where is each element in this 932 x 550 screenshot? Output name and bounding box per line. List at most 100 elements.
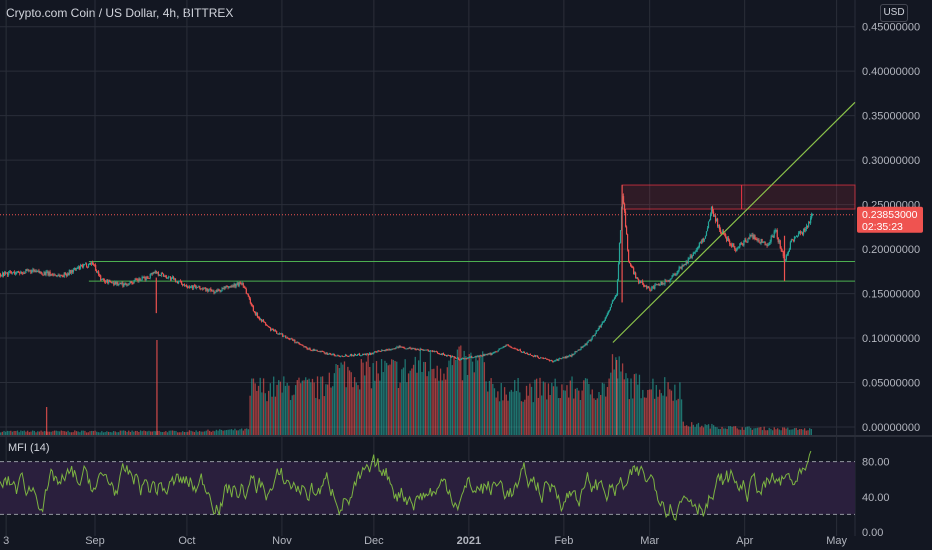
volume-bar	[11, 431, 14, 435]
candle-body	[102, 279, 104, 280]
candle-body	[472, 357, 474, 359]
volume-bar	[746, 426, 748, 435]
volume-bar	[645, 397, 647, 435]
volume-bar	[615, 357, 617, 435]
candle-body	[298, 342, 300, 344]
candle-body	[320, 351, 322, 353]
time-tick-label: Feb	[554, 535, 573, 547]
candle-body	[790, 239, 793, 243]
candle-body	[456, 357, 458, 359]
volume-bar	[711, 423, 713, 435]
volume-bar	[26, 430, 29, 435]
volume-bar	[439, 368, 442, 435]
candle-body	[364, 354, 366, 355]
candle-body	[640, 281, 642, 283]
candle-body	[67, 273, 69, 275]
candle-body	[450, 355, 452, 358]
candle-body	[433, 350, 436, 352]
candle-body	[488, 353, 490, 355]
currency-button[interactable]: USD	[880, 4, 908, 22]
volume-bar	[616, 378, 619, 435]
candle-body	[421, 349, 423, 351]
volume-bar	[723, 428, 725, 435]
candle-body	[403, 347, 405, 349]
candle-body	[722, 231, 724, 233]
candle-body	[79, 264, 82, 269]
volume-bar	[736, 428, 738, 435]
volume-bar	[175, 430, 177, 435]
candle-body	[192, 286, 194, 289]
candle-body	[549, 359, 551, 362]
candle-body	[169, 276, 172, 280]
candle-body	[471, 356, 473, 358]
candle-body	[378, 350, 380, 352]
volume-bar	[264, 393, 266, 435]
volume-bar	[529, 383, 531, 435]
candle-body	[696, 247, 698, 251]
candle-body	[438, 353, 441, 355]
volume-bar	[60, 430, 62, 435]
candle-body	[98, 271, 100, 275]
candle-body	[810, 218, 812, 224]
volume-bar	[365, 361, 368, 435]
volume-bar	[229, 429, 231, 435]
volume-bar	[320, 376, 322, 435]
volume-bar	[603, 383, 605, 435]
candle-body	[276, 330, 278, 334]
price-tick-label: 0.35000000	[862, 111, 920, 123]
volume-bar	[170, 430, 172, 435]
volume-bar	[161, 431, 164, 435]
candle-body	[593, 335, 595, 336]
candle-body	[703, 238, 706, 241]
candle-body	[563, 357, 565, 359]
volume-bar	[367, 354, 369, 435]
candle-body	[445, 355, 448, 356]
candle-body	[246, 293, 248, 295]
volume-bar	[247, 429, 250, 435]
volume-bar	[795, 427, 797, 435]
price-tick-label: 0.40000000	[862, 66, 920, 78]
volume-bar	[628, 399, 630, 435]
volume-bar	[766, 430, 769, 435]
candle-body	[386, 349, 388, 351]
volume-bar	[364, 375, 366, 435]
candle-body	[557, 359, 559, 361]
candle-body	[202, 288, 204, 290]
candle-body	[93, 264, 95, 265]
candle-body	[795, 236, 798, 238]
volume-bar	[30, 431, 32, 435]
candle-body	[772, 235, 774, 238]
candle-body	[224, 287, 226, 289]
candle-body	[88, 262, 91, 264]
volume-bar	[697, 422, 700, 435]
candle-body	[338, 355, 340, 357]
volume-bar	[259, 377, 261, 435]
candle-body	[144, 278, 146, 280]
candle-body	[234, 283, 236, 287]
candle-body	[573, 354, 575, 355]
candle-body	[504, 346, 506, 348]
candle-body	[605, 315, 607, 318]
candle-body	[194, 285, 196, 287]
candle-body	[787, 251, 789, 254]
candle-body	[232, 285, 234, 287]
volume-bar	[574, 388, 577, 435]
volume-bar	[505, 394, 507, 435]
candle-body	[475, 356, 477, 358]
candle-body	[85, 263, 88, 267]
candle-body	[493, 352, 495, 354]
volume-bar	[301, 380, 304, 435]
candle-body	[160, 273, 162, 276]
candle-body	[799, 231, 802, 234]
candle-body	[195, 286, 197, 289]
candle-body	[60, 275, 62, 276]
candle-body	[181, 280, 183, 285]
candle-body	[245, 288, 247, 294]
candle-body	[335, 355, 337, 357]
volume-bar	[507, 400, 509, 435]
candle-body	[505, 344, 507, 347]
candle-body	[398, 345, 400, 348]
candle-body	[62, 276, 64, 277]
candle-body	[721, 232, 723, 234]
